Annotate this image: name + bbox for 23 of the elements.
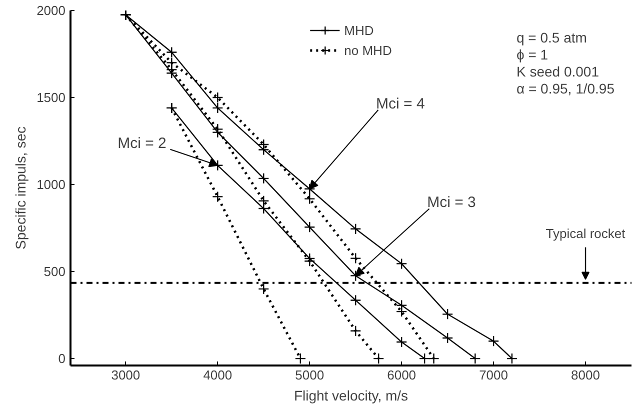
annotation: Mci = 2 — [118, 134, 166, 152]
x-tick-label: 4000 — [203, 368, 232, 382]
x-tick-label: 6000 — [387, 368, 416, 382]
y-axis-title: Specific impuls, sec — [12, 126, 29, 250]
annotation: K seed 0.001 — [516, 64, 600, 80]
y-tick-label: 0 — [58, 351, 66, 366]
legend-label: MHD — [344, 22, 374, 38]
ref-line-label: Typical rocket — [546, 226, 626, 241]
annotation: q = 0.5 atm — [516, 30, 587, 46]
y-tick-label: 1500 — [36, 90, 66, 106]
x-tick-label: 5000 — [295, 368, 324, 382]
y-tick-label: 500 — [44, 264, 66, 280]
x-tick-label: 7000 — [479, 368, 508, 382]
y-tick-label: 2000 — [36, 3, 66, 18]
legend-label: no MHD — [344, 42, 392, 58]
x-tick-label: 3000 — [111, 368, 140, 382]
annotation: Mci = 3 — [427, 194, 476, 212]
annotation: Mci = 4 — [376, 95, 425, 112]
x-tick-label: 8000 — [571, 368, 600, 382]
x-axis-title: Flight velocity, m/s — [294, 388, 408, 404]
annotation: α = 0.95, 1/0.95 — [516, 80, 615, 96]
annotation: ϕ = 1 — [516, 46, 548, 62]
y-tick-label: 1000 — [36, 177, 66, 192]
